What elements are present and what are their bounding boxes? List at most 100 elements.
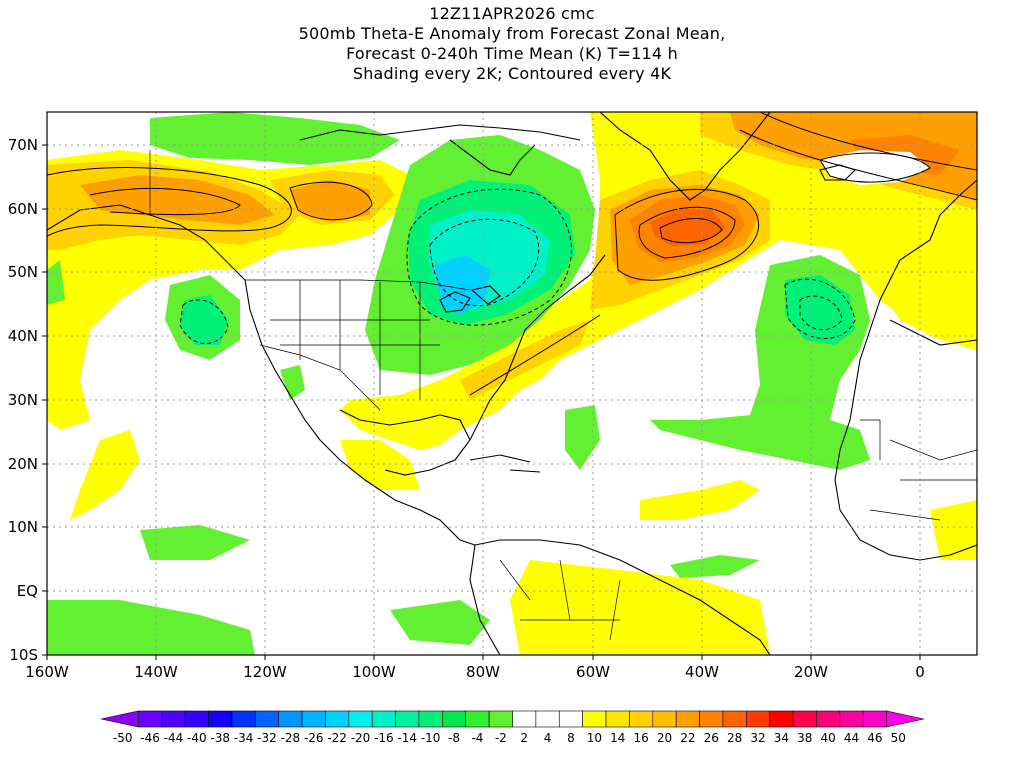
colorbar-label: 26 [704,731,719,745]
colorbar-label: -4 [471,731,483,745]
lat-label: 30N [8,391,38,409]
colorbar-label: -22 [327,731,347,745]
colorbar-swatch [254,710,279,728]
lat-label: 60N [8,200,38,218]
colorbar-swatch [862,710,887,728]
colorbar-label: -16 [374,731,394,745]
colorbar-swatch [208,710,233,728]
colorbar-swatch [161,710,186,728]
colorbar-label: 46 [867,731,882,745]
colorbar-label: -10 [421,731,441,745]
cool-anomaly-blue [435,255,490,315]
coastlines [47,112,977,655]
colorbar-swatch [605,710,630,728]
lon-label: 160W [25,663,69,681]
colorbar-swatch [699,710,724,728]
colorbar-label: -28 [281,731,301,745]
lat-label: EQ [17,582,38,600]
colorbar-swatch [722,710,747,728]
warm-anomaly-peak [650,208,726,246]
colorbar-label: 20 [657,731,672,745]
colorbar-label: 40 [821,731,836,745]
colorbar-swatch [442,710,467,728]
colorbar-label: 28 [727,731,742,745]
colorbar-swatch [886,710,925,728]
colorbar-label: 16 [633,731,648,745]
lon-label: 60W [576,663,610,681]
lon-label: 100W [352,663,396,681]
colorbar-label: -46 [140,731,160,745]
colorbar-label: 44 [844,731,859,745]
lon-label: 120W [243,663,287,681]
colorbar-label: -44 [164,731,184,745]
colorbar-swatch [629,710,654,728]
title-shading: Shading every 2K; Contoured every 4K [352,64,672,83]
lat-label: 40N [8,327,38,345]
colorbar-label: -38 [210,731,230,745]
latitude-labels: 70N 60N 50N 40N 30N 20N 10N EQ 10S [8,136,38,664]
colorbar-label: -50 [113,731,133,745]
lat-label: 10S [9,646,38,664]
lat-lon-grid [47,112,977,655]
axis-ticks [42,144,921,660]
anomaly-contours [47,112,977,396]
colorbar-label: 10 [587,731,602,745]
colorbar-label: -2 [495,731,507,745]
title-variable: 500mb Theta-E Anomaly from Forecast Zona… [298,24,726,43]
colorbar-swatch [512,710,537,728]
colorbar-label: -34 [234,731,254,745]
colorbar-swatch [792,710,817,728]
lat-label: 70N [8,136,38,154]
colorbar-swatch [395,710,420,728]
lat-label: 10N [8,518,38,536]
colorbar-swatch [488,710,513,728]
title-forecast: Forecast 0-240h Time Mean (K) T=114 h [346,44,678,63]
colorbar-swatch [816,710,841,728]
colorbar-label: 2 [520,731,528,745]
colorbar-swatch [535,710,560,728]
colorbar-label: -14 [397,731,417,745]
lat-label: 50N [8,263,38,281]
lon-label: 40W [685,663,719,681]
neutral-patch [820,150,930,185]
title-run: 12Z11APR2026 cmc [429,4,595,23]
map-frame [46,111,978,656]
colorbar-label: -26 [304,731,324,745]
colorbar: -50 -46 -44 -40 -38 -34 -32 -28 -26 -22 -20 -16 -14-… [100,710,925,745]
colorbar-swatch [371,710,396,728]
colorbar-label: -32 [257,731,277,745]
political-boundaries [149,150,977,641]
lon-label: 80W [466,663,500,681]
colorbar-label: -20 [351,731,371,745]
colorbar-swatch [278,710,303,728]
colorbar-swatch [325,710,350,728]
colorbar-swatch [558,710,583,728]
colorbar-label: 50 [891,731,906,745]
map-title: 12Z11APR2026 cmc 500mb Theta-E Anomaly f… [0,4,1024,84]
colorbar-label: 22 [680,731,695,745]
colorbar-swatch [184,710,209,728]
colorbar-swatch [652,710,677,728]
colorbar-swatch [675,710,700,728]
lon-label: 0 [915,663,925,681]
colorbar-label: -8 [448,731,460,745]
colorbar-label: 32 [750,731,765,745]
colorbar-swatch [582,710,607,728]
colorbar-label: 4 [544,731,552,745]
colorbar-swatch [769,710,794,728]
colorbar-swatch [465,710,490,728]
colorbar-label: 34 [774,731,789,745]
colorbar-swatch [839,710,864,728]
colorbar-label: 38 [797,731,812,745]
colorbar-label: 14 [610,731,625,745]
longitude-labels: 160W 140W 120W 100W 80W 60W 40W 20W 0 [25,663,925,681]
colorbar-swatch [348,710,373,728]
colorbar-swatch [231,710,256,728]
colorbar-label: 8 [567,731,575,745]
colorbar-swatch [138,710,163,728]
colorbar-label: -40 [187,731,207,745]
colorbar-swatch [100,710,139,728]
colorbar-swatch [301,710,326,728]
lon-label: 140W [134,663,178,681]
